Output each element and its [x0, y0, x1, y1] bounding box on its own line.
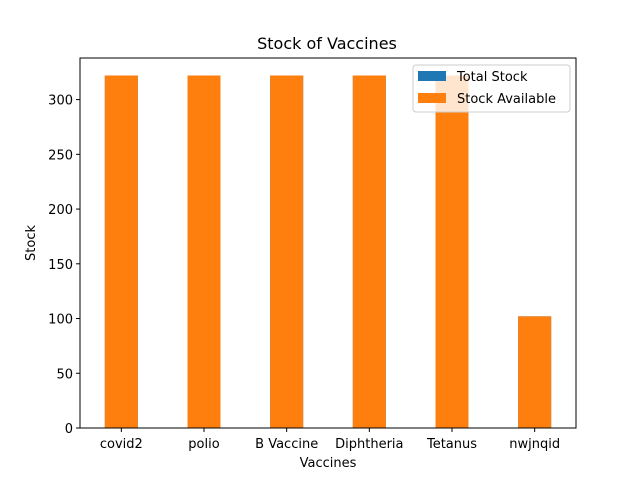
legend-label-stock-available: Stock Available: [457, 92, 556, 107]
bars-layer: [104, 75, 552, 428]
x-tick-label: Diphtheria: [335, 437, 403, 452]
bar-stock-available-1: [187, 75, 221, 428]
chart-title: Stock of Vaccines: [257, 34, 397, 53]
x-tick-label: nwjnqid: [509, 437, 560, 452]
bar-stock-available-0: [104, 75, 138, 428]
bar-stock-available-4: [435, 75, 469, 428]
y-tick-label: 100: [48, 313, 73, 328]
y-tick-label: 200: [48, 203, 73, 218]
legend-label-total-stock: Total Stock: [456, 70, 528, 85]
legend-swatch-stock-available: [418, 93, 446, 103]
x-tick-label: polio: [188, 437, 219, 452]
x-axis: covid2 polio B Vaccine Diphtheria Tetanus nwj…: [100, 428, 560, 452]
bar-stock-available-5: [518, 316, 552, 428]
x-tick-label: Tetanus: [426, 437, 477, 452]
y-tick-label: 150: [48, 258, 73, 273]
x-axis-label: Vaccines: [300, 456, 357, 471]
y-tick-label: 0: [65, 422, 73, 437]
plot-frame: [79, 57, 577, 429]
legend: Total Stock Stock Available: [412, 64, 571, 113]
legend-box: [412, 64, 571, 113]
bar-stock-available-3: [352, 75, 386, 428]
x-tick-label: covid2: [100, 437, 143, 452]
y-tick-label: 300: [48, 94, 73, 109]
y-axis: 0 50 100 150 200 250 300: [48, 94, 80, 437]
y-axis-label: Stock: [24, 225, 39, 261]
x-tick-label: B Vaccine: [255, 437, 318, 452]
y-tick-label: 50: [56, 367, 73, 382]
y-tick-label: 250: [48, 148, 73, 163]
bar-stock-available-2: [270, 75, 304, 428]
legend-swatch-total-stock: [418, 71, 446, 81]
